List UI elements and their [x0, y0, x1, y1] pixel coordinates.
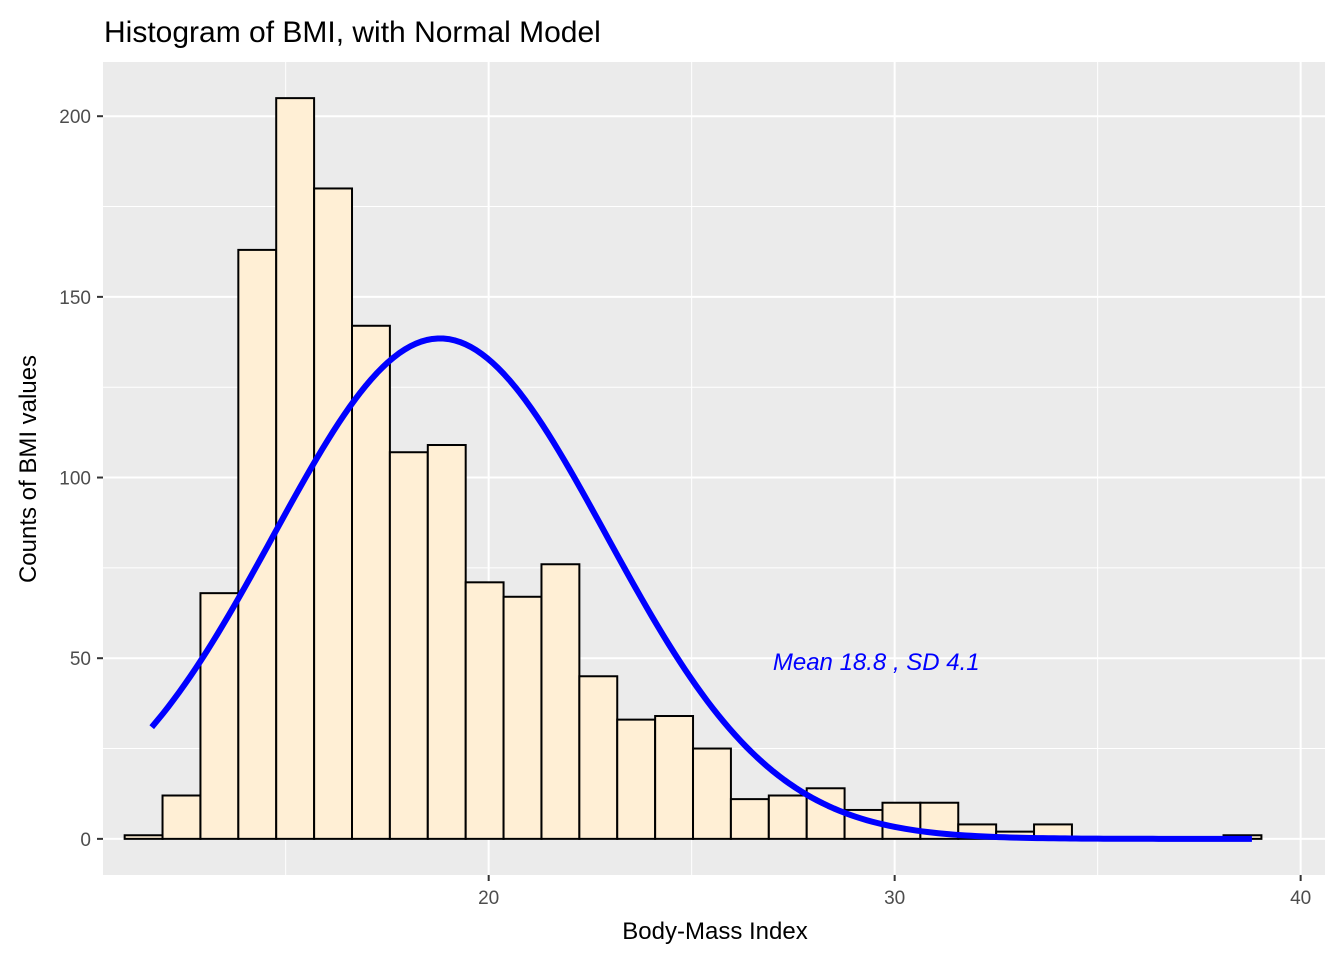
- x-tick-label: 40: [1290, 888, 1311, 909]
- histogram-bar: [578, 675, 619, 840]
- histogram-bar: [881, 801, 922, 840]
- histogram-bar: [616, 718, 657, 840]
- histogram-bar: [767, 794, 808, 840]
- histogram-bar: [426, 444, 467, 840]
- x-axis: 20 30 40: [478, 875, 1311, 909]
- histogram-bars: [123, 97, 1263, 840]
- y-tick-label: 200: [59, 107, 91, 128]
- y-axis: 0 50 100 150 200: [59, 107, 103, 851]
- plot-panel: Mean 18.8 , SD 4.1: [103, 62, 1325, 875]
- y-tick-label: 150: [59, 288, 91, 309]
- y-tick-label: 100: [59, 469, 91, 490]
- histogram-bar: [464, 581, 505, 840]
- y-tick-label: 0: [80, 830, 91, 851]
- chart-title: Histogram of BMI, with Normal Model: [104, 16, 601, 49]
- x-axis-title: Body-Mass Index: [622, 918, 807, 945]
- histogram-bar: [502, 595, 543, 840]
- x-tick-label: 30: [884, 888, 905, 909]
- histogram-bar: [388, 451, 429, 840]
- histogram-bar: [692, 747, 732, 840]
- y-tick-label: 50: [70, 649, 91, 670]
- histogram-bar: [654, 715, 695, 840]
- histogram-bar: [540, 563, 581, 840]
- normal-curve-line: [149, 335, 1252, 842]
- histogram-bar: [123, 834, 164, 840]
- y-axis-title: Counts of BMI values: [15, 355, 42, 583]
- histogram-bar: [351, 324, 391, 840]
- histogram-bar: [729, 798, 770, 840]
- normal-model-annotation: Mean 18.8 , SD 4.1: [773, 649, 980, 676]
- x-tick-label: 20: [478, 888, 499, 909]
- histogram-bar: [161, 794, 202, 840]
- histogram-bar: [313, 187, 354, 840]
